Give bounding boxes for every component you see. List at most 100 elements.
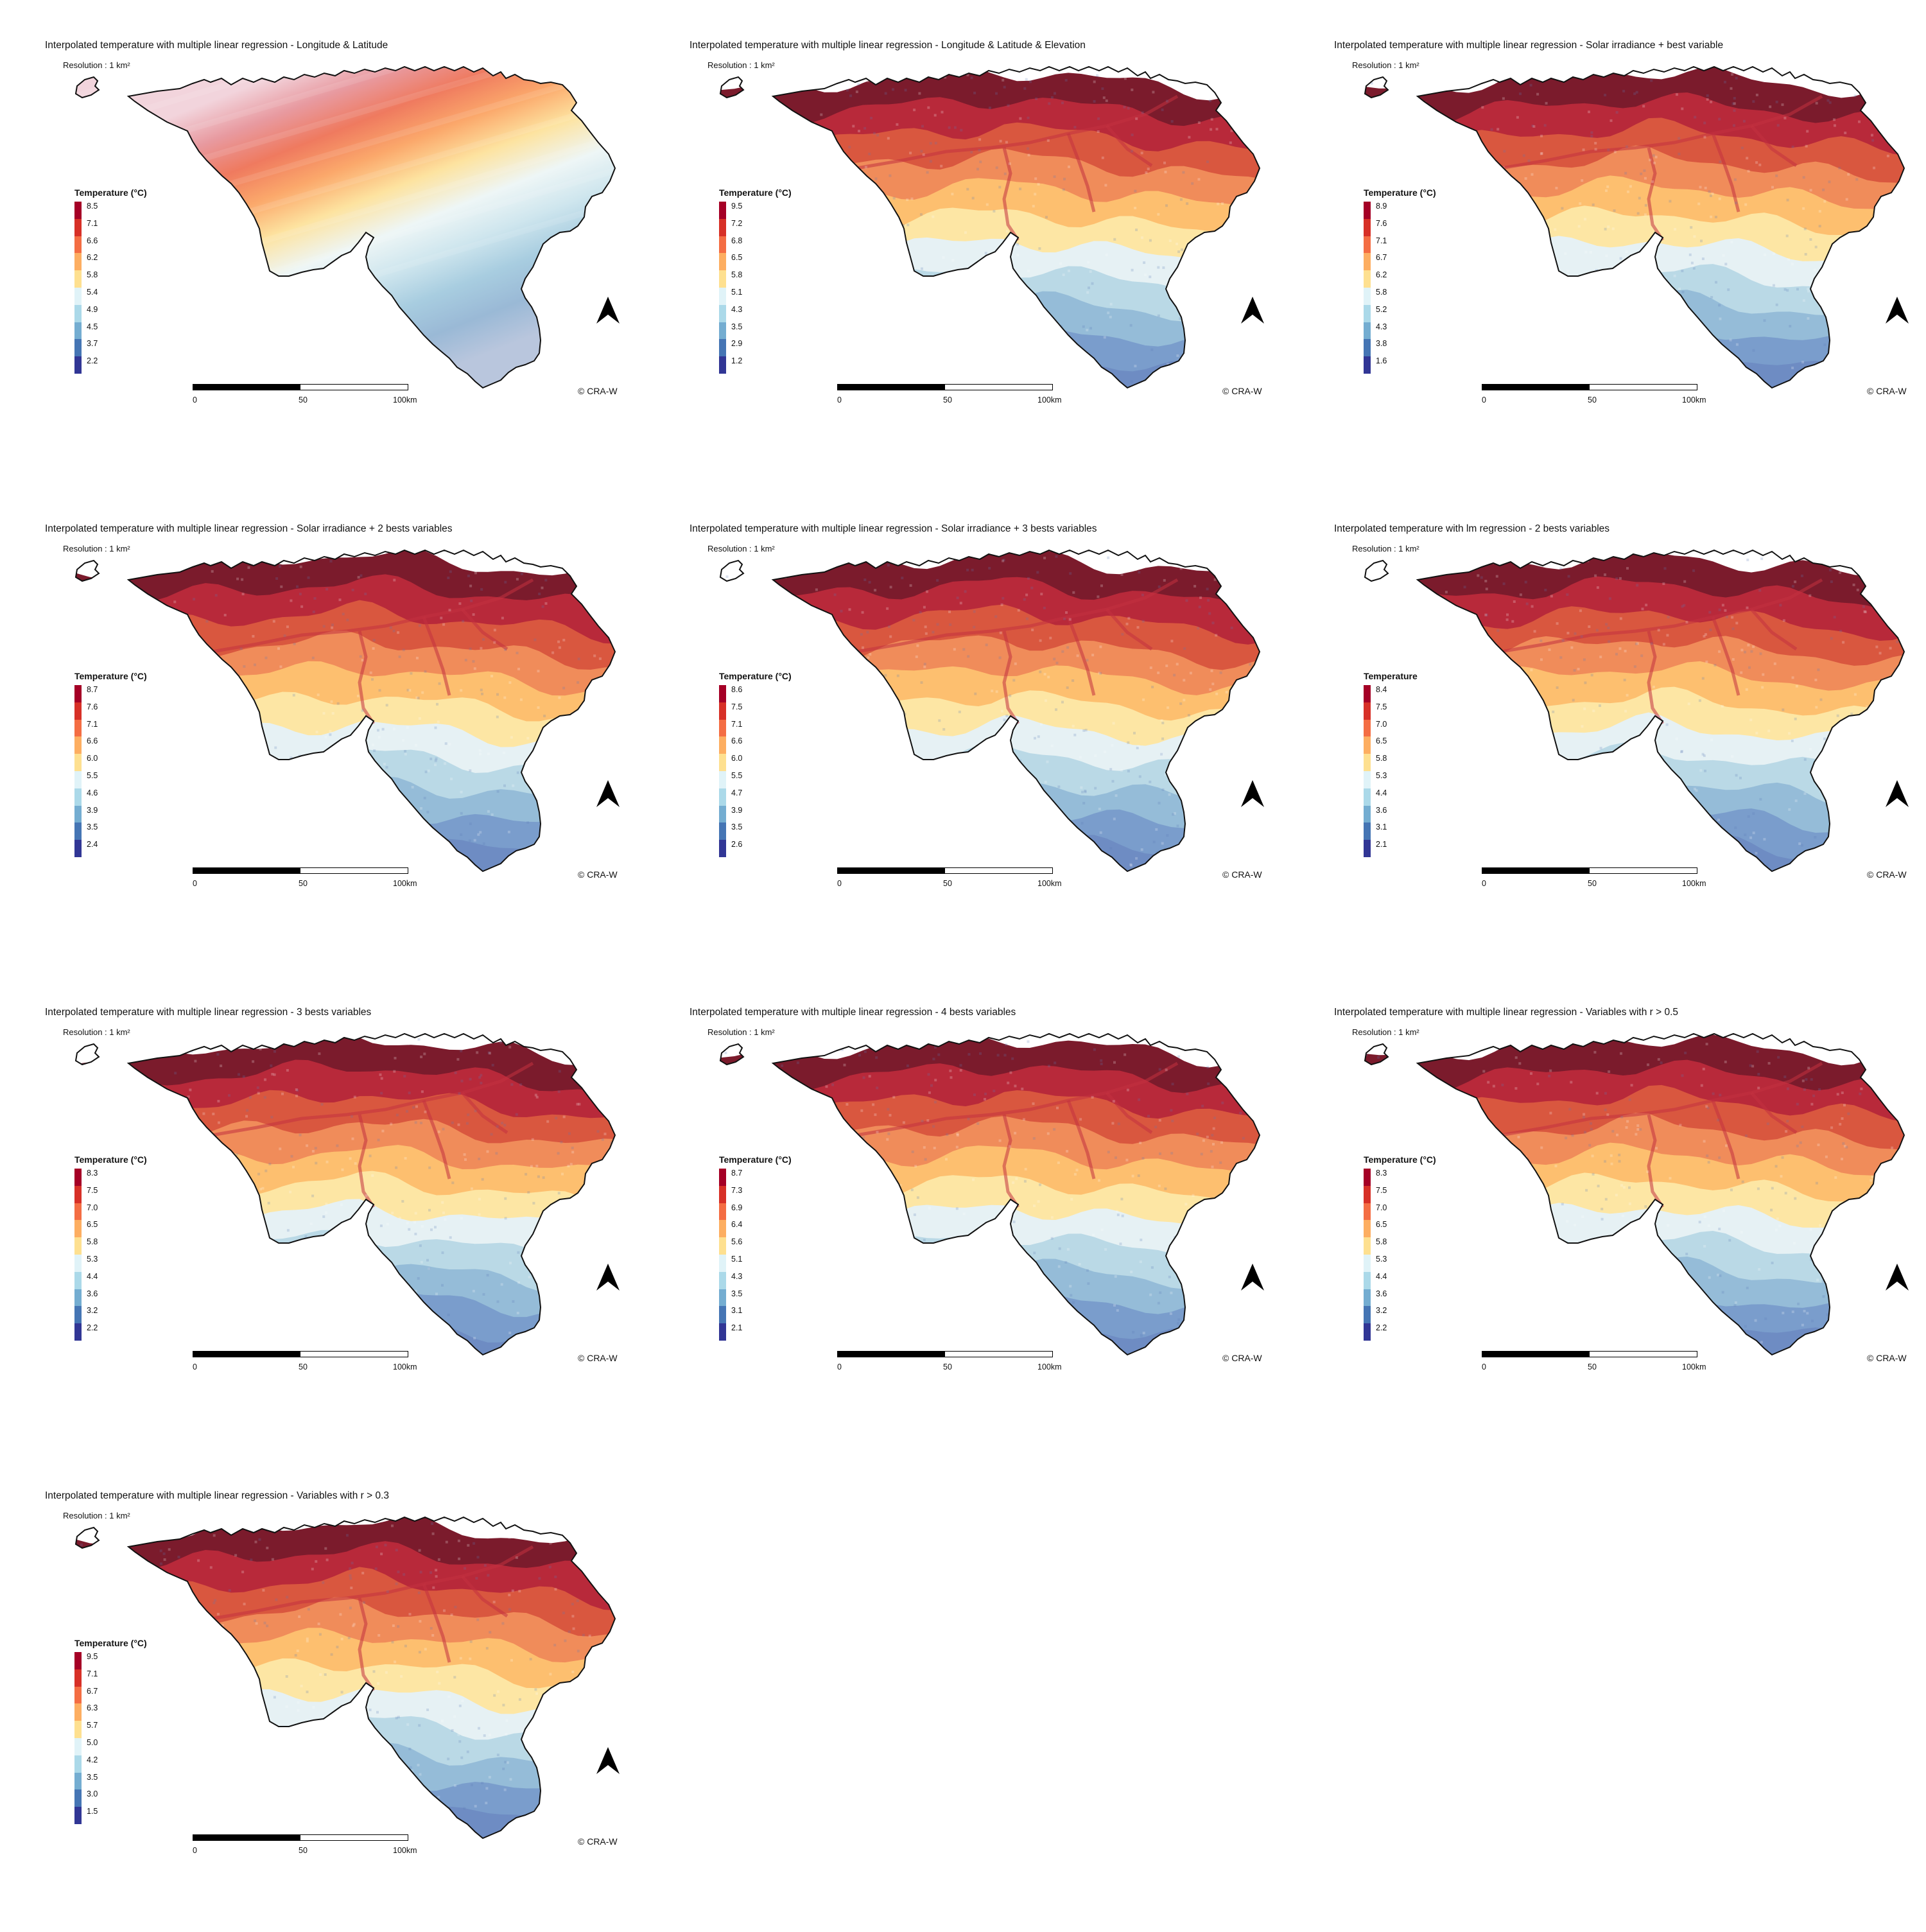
legend-value: 7.1 <box>87 1669 98 1678</box>
legend-swatch <box>74 719 82 737</box>
legend-value: 6.8 <box>731 236 743 245</box>
copyright-label: © CRA-W <box>578 386 618 396</box>
region-outline <box>1416 1032 1905 1356</box>
region-outline <box>771 1032 1261 1356</box>
legend-value: 6.5 <box>1376 1220 1387 1230</box>
region-outline <box>126 1032 616 1356</box>
temperature-legend: Temperature (°C) 8.7 7.6 7.1 6.6 6.0 5.5 4.6 3.9… <box>74 671 147 857</box>
resolution-label: Resolution : 1 km² <box>707 1027 775 1037</box>
legend-swatch <box>1364 304 1371 322</box>
legend-value: 6.5 <box>1376 736 1387 746</box>
region-outline <box>771 549 1261 873</box>
legend-swatch <box>1364 1203 1371 1221</box>
legend-swatch <box>719 339 726 357</box>
scale-label: 100km <box>393 396 417 405</box>
copyright-label: © CRA-W <box>578 1353 618 1363</box>
legend-swatch <box>1364 736 1371 754</box>
legend-swatch <box>719 822 726 840</box>
legend-title: Temperature (°C) <box>74 1638 147 1648</box>
legend-value: 5.8 <box>87 270 98 280</box>
legend-value: 3.2 <box>1376 1306 1387 1316</box>
legend-swatch <box>719 770 726 788</box>
legend-swatch <box>719 253 726 271</box>
map-panel: Interpolated temperature with multiple l… <box>0 483 645 965</box>
legend-swatch <box>719 685 726 702</box>
legend-title: Temperature (°C) <box>719 187 792 198</box>
legend-swatch <box>74 304 82 322</box>
legend-value: 3.5 <box>731 322 743 331</box>
legend-title: Temperature (°C) <box>74 671 147 681</box>
legend-swatch <box>74 253 82 271</box>
scale-label: 0 <box>193 1362 197 1371</box>
scale-label: 100km <box>393 879 417 888</box>
map-panel: Interpolated temperature with lm regress… <box>1289 483 1926 965</box>
north-arrow-icon <box>596 780 620 807</box>
legend-value: 7.6 <box>87 702 98 711</box>
legend-swatch <box>1364 322 1371 340</box>
legend-swatch <box>1364 1254 1371 1272</box>
legend-swatch <box>74 1755 82 1773</box>
scale-label: 50 <box>943 396 952 405</box>
legend-title: Temperature (°C) <box>74 1154 147 1165</box>
temperature-raster <box>76 1517 615 1838</box>
scale-bar <box>1482 867 1697 874</box>
temperature-legend: Temperature (°C) 8.9 7.6 7.1 6.7 6.2 5.8 5.2 4.3… <box>1364 187 1436 374</box>
enclave-outline <box>74 1526 100 1549</box>
legend-value: 8.3 <box>87 1169 98 1178</box>
legend-swatch <box>74 218 82 236</box>
legend-swatch <box>74 1289 82 1307</box>
legend-value: 2.6 <box>731 840 743 849</box>
legend-value: 2.2 <box>87 356 98 366</box>
legend-swatch <box>1364 287 1371 305</box>
legend-value: 5.4 <box>87 288 98 297</box>
legend-value: 7.0 <box>1376 719 1387 729</box>
resolution-label: Resolution : 1 km² <box>63 1511 130 1520</box>
scale-label: 100km <box>1682 1362 1706 1371</box>
legend-swatch <box>74 1254 82 1272</box>
copyright-label: © CRA-W <box>578 869 618 880</box>
temperature-raster <box>1365 550 1904 871</box>
legend-value: 3.5 <box>731 1289 743 1298</box>
scale-label: 0 <box>193 879 197 888</box>
north-arrow-icon <box>596 297 620 324</box>
legend-swatch <box>74 1721 82 1738</box>
legend-value: 4.3 <box>1376 322 1387 331</box>
legend-value: 4.6 <box>87 788 98 797</box>
legend-value: 6.7 <box>1376 253 1387 263</box>
legend-value: 4.3 <box>731 1271 743 1281</box>
legend-value: 7.1 <box>731 719 743 729</box>
legend-swatch <box>1364 270 1371 288</box>
legend-swatch <box>74 788 82 806</box>
copyright-label: © CRA-W <box>1867 869 1907 880</box>
scale-bar <box>193 384 408 390</box>
resolution-label: Resolution : 1 km² <box>707 60 775 70</box>
legend-value: 4.4 <box>87 1271 98 1281</box>
legend-swatch <box>1364 1306 1371 1324</box>
legend-swatch <box>719 304 726 322</box>
region-outline <box>1416 549 1905 873</box>
legend-swatch <box>1364 822 1371 840</box>
temperature-raster <box>76 67 615 388</box>
legend-swatch <box>719 1271 726 1289</box>
legend-title: Temperature (°C) <box>719 1154 792 1165</box>
legend-value: 5.8 <box>1376 288 1387 297</box>
legend-swatch <box>1364 339 1371 357</box>
legend-value: 8.4 <box>1376 685 1387 694</box>
legend-swatch <box>1364 805 1371 823</box>
temperature-raster <box>76 550 615 871</box>
legend-swatch <box>1364 702 1371 720</box>
map-title: Interpolated temperature with lm regress… <box>1334 523 1610 534</box>
scale-bar <box>193 1351 408 1357</box>
legend-value: 4.7 <box>731 788 743 797</box>
enclave-outline <box>1364 76 1389 99</box>
legend-swatch <box>719 754 726 771</box>
legend-swatch <box>74 1306 82 1324</box>
legend-swatch <box>74 236 82 254</box>
legend-value: 4.3 <box>731 304 743 314</box>
legend-swatch <box>1364 1237 1371 1255</box>
legend-value: 3.5 <box>87 1772 98 1782</box>
scale-label: 50 <box>299 879 308 888</box>
legend-value: 5.8 <box>1376 754 1387 763</box>
map-panel: Interpolated temperature with multiple l… <box>1289 967 1926 1449</box>
